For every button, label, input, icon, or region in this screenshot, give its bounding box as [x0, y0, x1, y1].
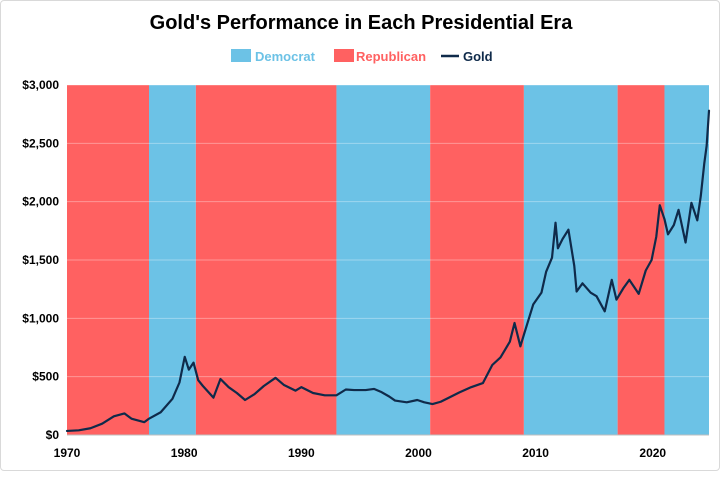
y-tick-label: $2,000 — [22, 195, 59, 209]
legend-swatch — [231, 49, 251, 62]
era-band-democrat-1 — [149, 85, 196, 435]
series-layer — [65, 109, 711, 433]
x-tick-label: 2020 — [639, 446, 666, 460]
y-tick-label: $500 — [32, 370, 59, 384]
x-axis-ticks: 1970 1980 1990 2000 2010 2020 — [54, 446, 667, 460]
gridlines — [67, 84, 709, 436]
x-tick-label: 1980 — [171, 446, 198, 460]
x-tick-label: 1970 — [54, 446, 81, 460]
y-axis-ticks: $0 $500 $1,000 $1,500 $2,000 $2,500 $3,000 — [22, 78, 59, 442]
era-band-democrat-3 — [336, 85, 431, 435]
y-tick-label: $0 — [46, 428, 60, 442]
y-tick-label: $2,500 — [22, 136, 59, 150]
chart-title: Gold's Performance in Each Presidential … — [150, 12, 574, 34]
legend-swatch — [334, 49, 354, 62]
era-band-republican-6 — [617, 85, 665, 435]
legend-item-gold: Gold — [441, 49, 493, 64]
series-line-gold — [65, 109, 711, 433]
era-band-democrat-7 — [664, 85, 709, 435]
legend-item-republican: Republican — [334, 49, 426, 64]
era-bands — [67, 85, 709, 435]
legend-label: Gold — [463, 49, 493, 64]
legend-label: Republican — [356, 49, 426, 64]
legend-item-democrat: Democrat — [231, 49, 316, 64]
era-band-republican-4 — [430, 85, 524, 435]
x-tick-label: 2000 — [405, 446, 432, 460]
y-tick-label: $1,500 — [22, 253, 59, 267]
y-tick-label: $3,000 — [22, 78, 59, 92]
legend: Democrat Republican Gold — [231, 49, 493, 64]
x-tick-label: 1990 — [288, 446, 315, 460]
era-band-republican-0 — [67, 85, 150, 435]
x-tick-label: 2010 — [522, 446, 549, 460]
legend-label: Democrat — [255, 49, 316, 64]
y-tick-label: $1,000 — [22, 311, 59, 325]
era-band-democrat-5 — [523, 85, 618, 435]
era-band-republican-2 — [195, 85, 337, 435]
